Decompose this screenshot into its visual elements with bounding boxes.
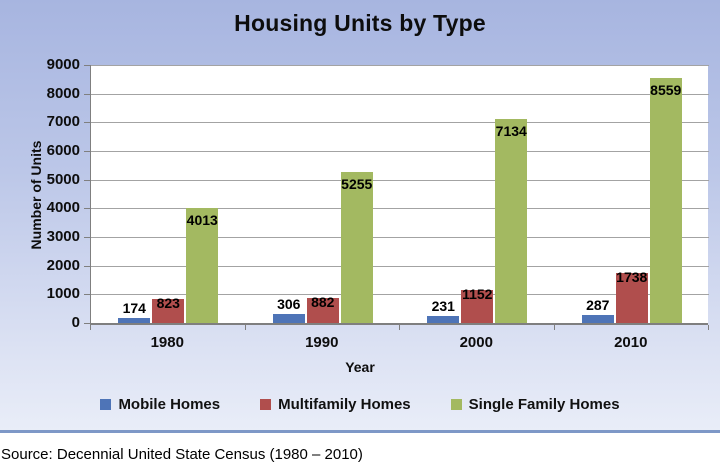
legend-item-single-family-homes: Single Family Homes	[450, 396, 620, 413]
y-axis-tick-mark	[84, 122, 90, 123]
y-axis-tick-label: 7000	[46, 113, 80, 130]
y-axis-tick-label: 5000	[46, 171, 80, 188]
y-axis-tick-mark	[84, 323, 90, 324]
legend-item-multifamily-homes: Multifamily Homes	[260, 396, 411, 413]
bar-mobile-homes-2000: 231	[427, 298, 460, 323]
y-axis-tick-mark	[84, 65, 90, 66]
chart-title: Housing Units by Type	[234, 10, 486, 36]
x-axis-tick-label-1980: 1980	[150, 334, 184, 351]
gridline	[91, 122, 709, 123]
legend-label: Multifamily Homes	[278, 396, 411, 413]
gridline	[91, 180, 709, 181]
bar-value-label: 823	[156, 295, 180, 312]
x-axis-tick-label-2000: 2000	[459, 334, 493, 351]
gridline	[91, 151, 709, 152]
bar-value-label: 306	[277, 296, 301, 313]
bar-value-label: 174	[122, 300, 146, 316]
legend: Mobile Homes Multifamily Homes Single Fami…	[0, 396, 720, 413]
x-axis-tick-label-1990: 1990	[305, 334, 339, 351]
y-axis-tick-label: 9000	[46, 56, 80, 73]
bar-single-family-homes-2010: 8559	[649, 77, 682, 323]
y-axis-tick-mark	[84, 151, 90, 152]
gridline	[91, 65, 709, 66]
bar-group-2000: 231 1152 7134	[400, 65, 555, 323]
chart-canvas: Housing Units by Type 174 823 4013 306 882 52…	[0, 0, 720, 433]
bar-value-label: 882	[311, 293, 335, 310]
bar-multifamily-homes-1990: 882	[306, 294, 339, 323]
gridline	[91, 266, 709, 267]
legend-label: Single Family Homes	[468, 396, 620, 413]
gridline	[91, 237, 709, 238]
bar-mobile-homes-1980: 174	[118, 300, 151, 323]
bar-value-label: 1738	[616, 269, 648, 286]
x-axis-labels: 1980 1990 2000 2010	[90, 334, 708, 351]
bar-group-1990: 306 882 5255	[246, 65, 401, 323]
source-citation: Source: Decennial United State Census (1…	[1, 446, 363, 463]
bar-single-family-homes-2000: 7134	[495, 118, 528, 323]
y-axis-tick-mark	[84, 180, 90, 181]
legend-swatch-multifamily-homes	[260, 399, 272, 410]
y-axis-tick-mark	[84, 94, 90, 95]
y-axis-tick-label: 4000	[46, 199, 80, 216]
x-axis-title: Year	[345, 359, 375, 375]
gridline	[91, 294, 709, 295]
bar-group-1980: 174 823 4013	[91, 65, 246, 323]
y-axis-tick-mark	[84, 294, 90, 295]
y-axis-tick-label: 0	[71, 314, 80, 331]
gridline	[91, 94, 709, 95]
x-axis-tick-mark	[90, 325, 91, 330]
legend-label: Mobile Homes	[118, 396, 221, 413]
bar-single-family-homes-1990: 5255	[340, 172, 373, 323]
bar-mobile-homes-2010: 287	[581, 297, 614, 323]
gridline	[91, 208, 709, 209]
y-axis-tick-mark	[84, 237, 90, 238]
y-axis-tick-label: 6000	[46, 142, 80, 159]
bar-value-label: 7134	[495, 122, 527, 139]
bar-group-2010: 287 1738 8559	[555, 65, 710, 323]
y-axis-title: Number of Units	[28, 140, 44, 250]
x-axis-tick-mark	[708, 325, 709, 330]
legend-swatch-single-family-homes	[450, 399, 462, 410]
bar-mobile-homes-1990: 306	[272, 296, 305, 323]
bar-multifamily-homes-2010: 1738	[615, 269, 648, 323]
bar-value-label: 4013	[186, 212, 218, 228]
y-axis-tick-mark	[84, 208, 90, 209]
y-axis-tick-label: 8000	[46, 85, 80, 102]
bars-layer: 174 823 4013 306 882 5255 231 1152 7134 287 1738 85…	[91, 65, 709, 323]
x-axis-tick-mark	[245, 325, 246, 330]
bar-value-label: 1152	[462, 286, 493, 302]
x-axis-tick-mark	[554, 325, 555, 330]
y-axis-tick-label: 3000	[46, 228, 80, 245]
bar-value-label: 231	[431, 298, 455, 315]
bar-value-label: 5255	[341, 176, 373, 193]
legend-item-mobile-homes: Mobile Homes	[100, 396, 220, 413]
x-axis-tick-label-2010: 2010	[614, 334, 648, 351]
plot-area: 174 823 4013 306 882 5255 231 1152 7134 287 1738 85…	[90, 65, 709, 325]
x-axis-tick-mark	[399, 325, 400, 330]
bar-single-family-homes-1980: 4013	[186, 208, 219, 323]
bar-multifamily-homes-2000: 1152	[461, 286, 494, 323]
bar-multifamily-homes-1980: 823	[152, 295, 185, 323]
y-axis-tick-label: 2000	[46, 257, 80, 274]
bar-value-label: 287	[586, 296, 610, 313]
legend-swatch-mobile-homes	[100, 399, 112, 410]
y-axis-tick-label: 1000	[46, 285, 80, 302]
bar-value-label: 8559	[650, 81, 682, 98]
y-axis-tick-mark	[84, 266, 90, 267]
